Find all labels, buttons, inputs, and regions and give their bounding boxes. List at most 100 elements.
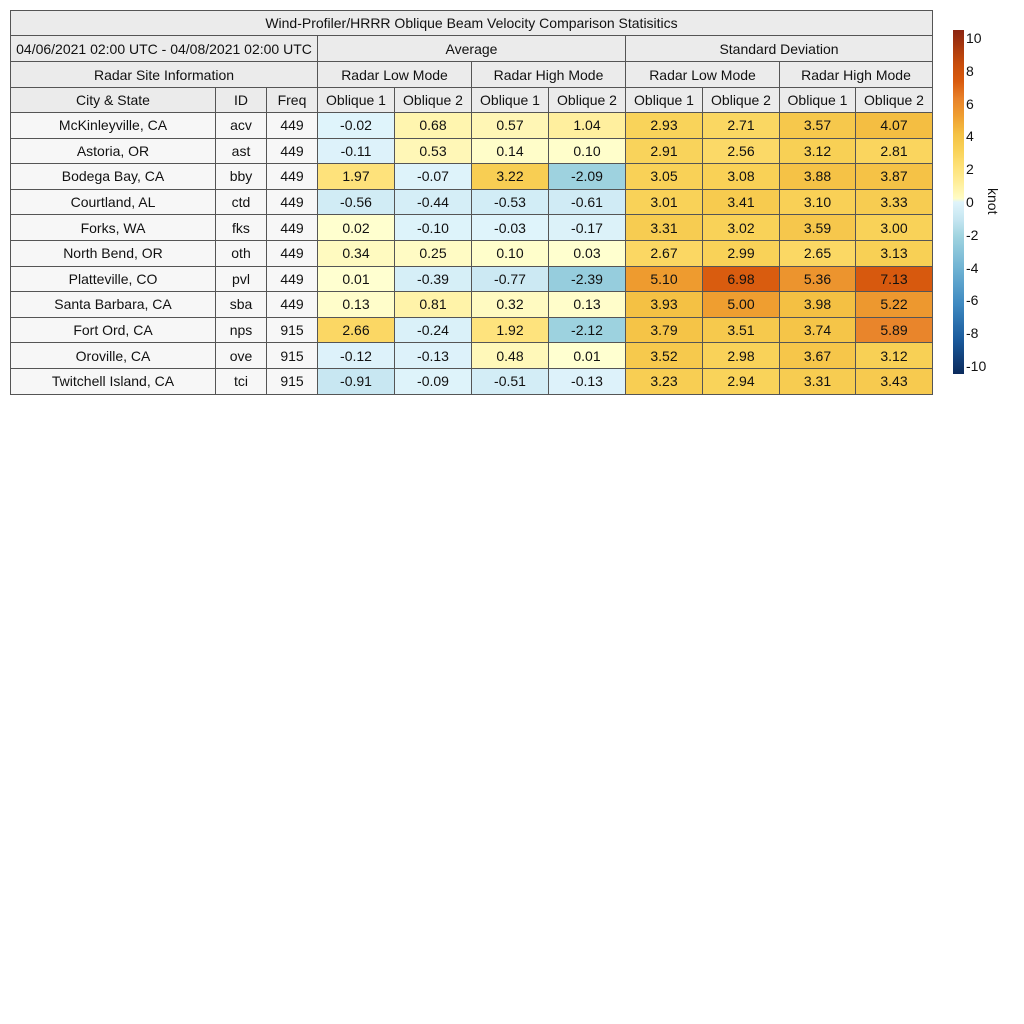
table-row: Twitchell Island, CA tci 915 -0.91 -0.09 -0.5… <box>10 367 933 395</box>
colorbar-tick-label: 2 <box>966 161 974 178</box>
value-cell: -2.09 <box>548 163 626 190</box>
value-cell: 0.13 <box>548 291 626 318</box>
value-cell: 2.94 <box>702 367 780 395</box>
value-cell: 6.98 <box>702 265 780 293</box>
column-header: City & State <box>10 87 216 113</box>
value-cell: 5.36 <box>779 265 856 293</box>
column-header: Oblique 1 <box>471 87 549 113</box>
table-row: Astoria, OR ast 449 -0.11 0.53 0.14 0.10 2.91 2.… <box>10 137 933 165</box>
value-cell: 0.10 <box>548 137 626 165</box>
value-cell: 0.13 <box>317 291 395 318</box>
value-cell: 0.02 <box>317 214 395 241</box>
value-cell: 3.93 <box>625 291 703 318</box>
colorbar-label: knot <box>985 188 1001 215</box>
id-cell: nps <box>215 316 267 344</box>
value-cell: 7.13 <box>855 265 933 293</box>
group-average: Average <box>317 35 626 62</box>
column-header: Oblique 1 <box>625 87 703 113</box>
value-cell: 0.01 <box>548 342 626 369</box>
value-cell: 0.14 <box>471 137 549 165</box>
freq-cell: 449 <box>266 112 318 139</box>
value-cell: 0.03 <box>548 239 626 267</box>
value-cell: 3.22 <box>471 163 549 190</box>
value-cell: 0.32 <box>471 291 549 318</box>
value-cell: 3.59 <box>779 214 856 241</box>
value-cell: 3.31 <box>779 367 856 395</box>
column-header: ID <box>215 87 267 113</box>
table-row: Platteville, CO pvl 449 0.01 -0.39 -0.77 -2.39… <box>10 265 933 293</box>
table-row: Forks, WA fks 449 0.02 -0.10 -0.03 -0.17 3.31 3.… <box>10 214 933 241</box>
value-cell: 2.93 <box>625 112 703 139</box>
city-cell: Santa Barbara, CA <box>10 291 216 318</box>
value-cell: -0.02 <box>317 112 395 139</box>
value-cell: -0.44 <box>394 188 472 216</box>
freq-cell: 449 <box>266 214 318 241</box>
value-cell: 2.71 <box>702 112 780 139</box>
value-cell: 2.67 <box>625 239 703 267</box>
table-title: Wind-Profiler/HRRR Oblique Beam Velocity… <box>10 10 933 36</box>
value-cell: 5.10 <box>625 265 703 293</box>
mode-header: Radar Low Mode <box>317 61 472 88</box>
value-cell: 3.67 <box>779 342 856 369</box>
value-cell: 0.68 <box>394 112 472 139</box>
id-cell: fks <box>215 214 267 241</box>
value-cell: 2.99 <box>702 239 780 267</box>
value-cell: 5.89 <box>855 316 933 344</box>
value-cell: 2.65 <box>779 239 856 267</box>
value-cell: 3.12 <box>779 137 856 165</box>
value-cell: -0.51 <box>471 367 549 395</box>
value-cell: 2.56 <box>702 137 780 165</box>
date-range: 04/06/2021 02:00 UTC - 04/08/2021 02:00 … <box>10 35 318 62</box>
value-cell: 5.22 <box>855 291 933 318</box>
value-cell: -0.39 <box>394 265 472 293</box>
value-cell: 3.98 <box>779 291 856 318</box>
value-cell: 3.02 <box>702 214 780 241</box>
freq-cell: 915 <box>266 342 318 369</box>
value-cell: -0.61 <box>548 188 626 216</box>
value-cell: 2.66 <box>317 316 395 344</box>
colorbar-tick-label: 0 <box>966 194 974 210</box>
table-row: McKinleyville, CA acv 449 -0.02 0.68 0.57 1.04… <box>10 112 933 139</box>
freq-cell: 449 <box>266 265 318 293</box>
column-header: Oblique 1 <box>317 87 395 113</box>
city-cell: Oroville, CA <box>10 342 216 369</box>
id-cell: tci <box>215 367 267 395</box>
freq-cell: 449 <box>266 239 318 267</box>
table-row: Courtland, AL ctd 449 -0.56 -0.44 -0.53 -0.61 3… <box>10 188 933 216</box>
column-header: Oblique 1 <box>779 87 856 113</box>
table-row: Bodega Bay, CA bby 449 1.97 -0.07 3.22 -2.09 3.… <box>10 163 933 190</box>
colorbar-tick-label: 4 <box>966 128 974 145</box>
id-cell: oth <box>215 239 267 267</box>
value-cell: 0.25 <box>394 239 472 267</box>
value-cell: -0.03 <box>471 214 549 241</box>
colorbar-tick-label: -2 <box>966 226 979 243</box>
colorbar-tick-label: 6 <box>966 95 974 112</box>
column-header: Oblique 2 <box>702 87 780 113</box>
freq-cell: 449 <box>266 291 318 318</box>
value-cell: 3.31 <box>625 214 703 241</box>
site-info-header: Radar Site Information <box>10 61 318 88</box>
freq-cell: 449 <box>266 163 318 190</box>
city-cell: Forks, WA <box>10 214 216 241</box>
value-cell: -0.24 <box>394 316 472 344</box>
value-cell: 0.34 <box>317 239 395 267</box>
city-cell: North Bend, OR <box>10 239 216 267</box>
value-cell: 2.81 <box>855 137 933 165</box>
column-header: Oblique 2 <box>394 87 472 113</box>
value-cell: -0.12 <box>317 342 395 369</box>
value-cell: -0.56 <box>317 188 395 216</box>
id-cell: acv <box>215 112 267 139</box>
value-cell: 3.12 <box>855 342 933 369</box>
city-cell: Astoria, OR <box>10 137 216 165</box>
value-cell: -0.07 <box>394 163 472 190</box>
city-cell: Fort Ord, CA <box>10 316 216 344</box>
group-standard-deviation: Standard Deviation <box>625 35 933 62</box>
id-cell: sba <box>215 291 267 318</box>
city-cell: Courtland, AL <box>10 188 216 216</box>
column-header: Oblique 2 <box>855 87 933 113</box>
city-cell: McKinleyville, CA <box>10 112 216 139</box>
table-row: Fort Ord, CA nps 915 2.66 -0.24 1.92 -2.12 3.79… <box>10 316 933 344</box>
table-row: Oroville, CA ove 915 -0.12 -0.13 0.48 0.01 3.52… <box>10 342 933 369</box>
value-cell: -0.13 <box>548 367 626 395</box>
value-cell: 3.05 <box>625 163 703 190</box>
